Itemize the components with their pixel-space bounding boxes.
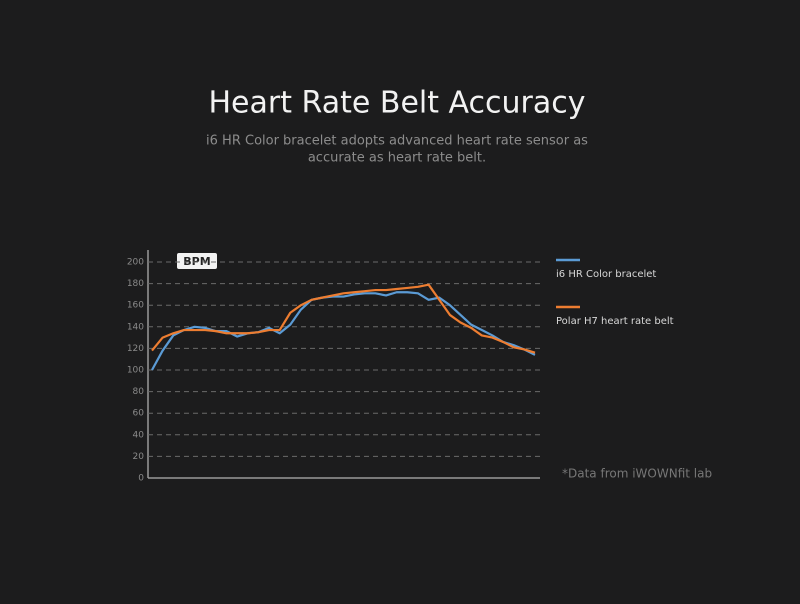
y-tick-label: 180: [127, 279, 144, 289]
subtitle: i6 HR Color bracelet adopts advanced hea…: [206, 134, 588, 149]
y-tick-label: 140: [127, 322, 144, 332]
y-tick-label: 100: [127, 366, 144, 376]
chart-title: Heart Rate Belt Accuracy: [209, 86, 586, 121]
y-tick-label: 20: [133, 452, 145, 462]
y-tick-label: 0: [138, 474, 144, 484]
line-series: [151, 283, 536, 354]
subtitle: accurate as heart rate belt.: [308, 151, 486, 166]
legend-label: Polar H7 heart rate belt: [556, 316, 674, 327]
y-tick-label: 40: [133, 430, 145, 440]
y-tick-label: 160: [127, 301, 144, 311]
y-tick-label: 120: [127, 344, 144, 354]
y-tick-label: 60: [133, 409, 145, 419]
y-tick-label: 200: [127, 258, 144, 268]
y-label-box: [177, 253, 217, 269]
legend-label: i6 HR Color bracelet: [556, 269, 656, 280]
annotation: *Data from iWOWNfit lab: [562, 467, 712, 481]
y-tick-label: 80: [133, 387, 145, 397]
